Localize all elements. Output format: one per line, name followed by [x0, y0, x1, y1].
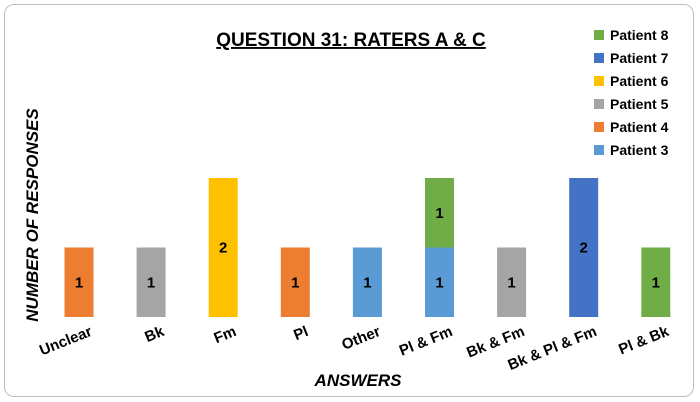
bar-bk-and-fm-patient-5 [497, 247, 527, 317]
bar-pl-and-bk-patient-8 [641, 247, 671, 317]
bar-pl-and-fm-patient-3 [425, 247, 454, 317]
x-tick-unclear: Unclear [37, 323, 95, 359]
y-axis-title: NUMBER OF RESPONSES [23, 108, 42, 322]
x-tick-pl: Pl [291, 323, 311, 344]
x-tick-pl-and-fm: Pl & Fm [397, 323, 455, 360]
bar-pl-patient-4 [280, 247, 310, 317]
chart-title: QUESTION 31: RATERS A & C [216, 30, 486, 51]
legend-label-patient-7: Patient 7 [610, 50, 669, 66]
data-label-other-patient-3: 1 [363, 274, 371, 291]
legend-swatch-patient-5 [594, 99, 604, 109]
bar-bk-patient-5 [136, 247, 166, 317]
data-label-pl-and-fm-patient-3: 1 [435, 274, 443, 291]
data-label-pl-and-bk-patient-8: 1 [652, 274, 660, 291]
data-label-unclear-patient-4: 1 [75, 274, 83, 291]
legend-label-patient-3: Patient 3 [610, 142, 669, 158]
bar-fm-patient-6 [208, 178, 238, 317]
data-label-fm-patient-6: 2 [219, 240, 227, 257]
legend-label-patient-6: Patient 6 [610, 73, 669, 89]
legend-swatch-patient-4 [594, 122, 604, 132]
x-tick-other: Other [339, 323, 383, 354]
legend: Patient 8 Patient 7 Patient 6 Patient 5 Pati… [594, 27, 669, 158]
bar-unclear-patient-4 [64, 247, 94, 317]
data-label-bk-and-fm-patient-5: 1 [507, 274, 515, 291]
legend-swatch-patient-3 [594, 145, 604, 155]
x-tick-bk: Bk [142, 323, 167, 346]
legend-label-patient-4: Patient 4 [610, 119, 669, 135]
data-label-pl-and-fm-patient-8: 1 [435, 205, 443, 222]
x-tick-fm: Fm [211, 323, 238, 347]
data-label-pl-patient-4: 1 [291, 274, 299, 291]
legend-label-patient-8: Patient 8 [610, 27, 669, 43]
legend-swatch-patient-6 [594, 76, 604, 86]
x-tick-pl-and-bk: Pl & Bk [616, 323, 672, 359]
legend-label-patient-5: Patient 5 [610, 96, 669, 112]
bar-other-patient-3 [352, 247, 382, 317]
x-axis-title: ANSWERS [314, 371, 403, 390]
bar-pl-and-fm-patient-8 [425, 178, 454, 248]
data-label-bk-patient-5: 1 [147, 274, 155, 291]
bars-layer: 1 1 2 1 1 1 1 1 2 1 [64, 178, 671, 317]
data-label-bk-and-pl-and-fm-patient-7: 2 [580, 240, 588, 257]
bar-bk-and-pl-and-fm-patient-7 [569, 178, 599, 317]
legend-swatch-patient-8 [594, 30, 604, 40]
legend-swatch-patient-7 [594, 53, 604, 63]
